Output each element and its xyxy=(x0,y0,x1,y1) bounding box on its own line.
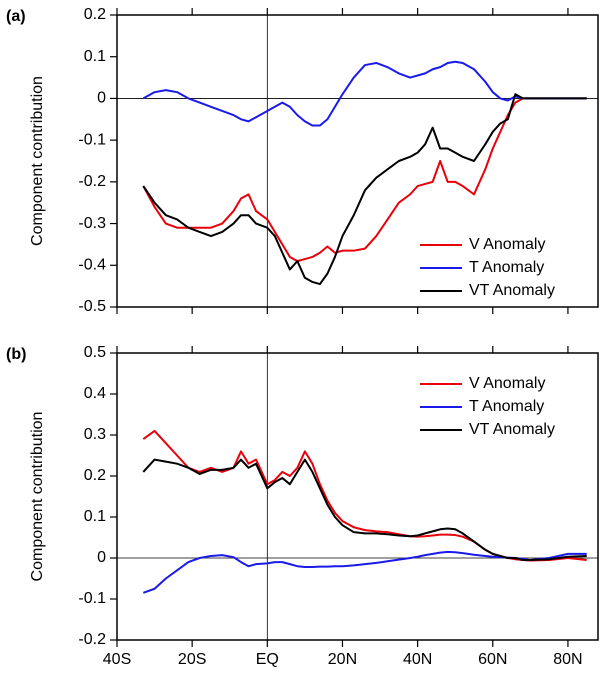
y-tick-label: -0.1 xyxy=(78,131,106,148)
y-tick-label: 0.4 xyxy=(84,385,106,402)
y-tick-label: -0.5 xyxy=(78,298,106,315)
y-axis-label: Component contribution xyxy=(29,76,46,246)
legend-label: VT Anomaly xyxy=(469,282,555,299)
y-tick-label: 0.1 xyxy=(84,48,106,65)
y-tick-label: 0.2 xyxy=(84,6,106,23)
plot-frame xyxy=(116,352,599,641)
y-tick-label: 0.3 xyxy=(84,426,106,443)
y-tick-label: -0.3 xyxy=(78,215,106,232)
panel-label: (b) xyxy=(6,346,26,363)
y-tick-label: 0.5 xyxy=(84,344,106,361)
y-tick-label: 0 xyxy=(97,90,106,107)
y-tick-label: -0.1 xyxy=(78,590,106,607)
y-tick-label: -0.2 xyxy=(78,631,106,648)
x-tick-label: EQ xyxy=(256,651,279,668)
legend-label: T Anomaly xyxy=(469,259,544,276)
x-tick-label: 40N xyxy=(403,651,432,668)
data-line xyxy=(142,97,587,263)
x-tick-label: 20S xyxy=(178,651,206,668)
legend-label: V Anomaly xyxy=(469,375,545,392)
y-axis-label: Component contribution xyxy=(29,412,46,582)
y-tick-label: 0.2 xyxy=(84,467,106,484)
panel-label: (a) xyxy=(6,8,26,25)
plot-frame xyxy=(116,14,599,308)
x-tick-label: 40S xyxy=(103,651,131,668)
data-line xyxy=(142,429,587,562)
x-tick-label: 20N xyxy=(328,651,357,668)
y-tick-label: 0.1 xyxy=(84,508,106,525)
legend-label: VT Anomaly xyxy=(469,421,555,438)
data-line xyxy=(142,458,587,562)
legend-label: V Anomaly xyxy=(469,236,545,253)
y-tick-label: -0.4 xyxy=(78,257,106,274)
x-tick-label: 80N xyxy=(553,651,582,668)
x-tick-label: 60N xyxy=(478,651,507,668)
y-tick-label: 0 xyxy=(97,549,106,566)
legend-label: T Anomaly xyxy=(469,398,544,415)
y-tick-label: -0.2 xyxy=(78,173,106,190)
data-line xyxy=(142,550,587,594)
data-line xyxy=(142,93,587,286)
data-line xyxy=(142,60,587,127)
